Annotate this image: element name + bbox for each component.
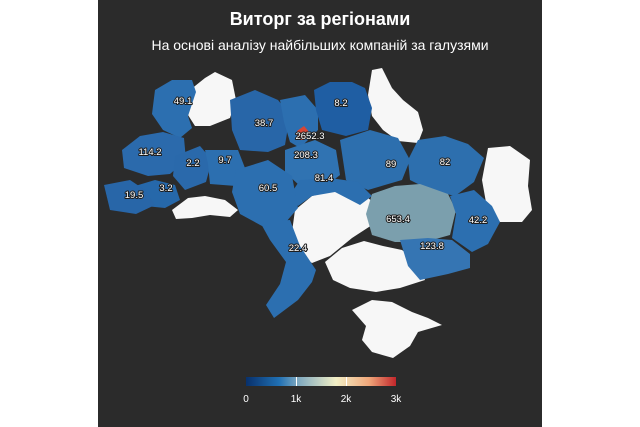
- region-shape: [173, 146, 212, 190]
- scale-tick-mark: [296, 377, 297, 386]
- region-value-label: 38.7: [255, 118, 274, 129]
- scale-tick-label: 1k: [290, 394, 302, 405]
- region-shape: [290, 178, 372, 206]
- color-scale-legend: 0 1k 2k 3k: [243, 377, 401, 407]
- region-value-label: 653.4: [386, 214, 410, 225]
- region-no-data: [352, 300, 442, 358]
- region-shape: [450, 190, 500, 252]
- color-scale-bar: [246, 377, 396, 386]
- region-value-label: 208.3: [294, 150, 318, 161]
- region-value-label: 19.5: [125, 190, 144, 201]
- region-value-label: 8.2: [334, 98, 347, 109]
- region-value-label: 82: [440, 157, 451, 168]
- scale-tick-label: 0: [243, 394, 249, 405]
- region-no-data: [325, 241, 425, 292]
- region-no-data: [188, 72, 236, 126]
- region-value-label: 49.1: [174, 96, 193, 107]
- data-regions: [104, 80, 500, 318]
- region-no-data: [172, 196, 238, 219]
- chart-title: Виторг за регіонами: [229, 9, 411, 29]
- ukraine-map: 49.1 38.7 2652.3 8.2 114.2 2.2 9.7 208.3 89 82 81.…: [104, 68, 532, 358]
- region-shape: [314, 82, 372, 136]
- region-shape: [408, 136, 484, 196]
- region-shape: [232, 160, 298, 226]
- region-no-data: [292, 190, 373, 263]
- region-value-label: 114.2: [138, 147, 161, 158]
- region-value-label: 2652.3: [295, 131, 324, 142]
- region-shape: [152, 80, 196, 138]
- region-value-label: 3.2: [159, 183, 172, 194]
- region-labels: 49.1 38.7 2652.3 8.2 114.2 2.2 9.7 208.3 89 82 81.…: [124, 95, 489, 255]
- region-shape: [285, 140, 340, 186]
- region-value-label: 60.5: [259, 183, 278, 194]
- kyiv-city: [297, 126, 310, 140]
- region-shape: [366, 184, 456, 242]
- no-data-regions: [172, 68, 532, 358]
- region-no-data: [482, 146, 532, 222]
- region-shape: [122, 132, 186, 176]
- region-no-data: [368, 68, 423, 143]
- region-value-label: 9.7: [218, 155, 231, 166]
- region-shape: [340, 130, 410, 190]
- region-value-label: 22.4: [289, 243, 308, 254]
- scale-tick-mark: [346, 377, 347, 386]
- region-value-label: 42.2: [469, 215, 488, 226]
- scale-tick-label: 2k: [340, 394, 352, 405]
- region-shape: [260, 220, 316, 318]
- region-shape: [400, 238, 470, 280]
- scale-tick-label: 3k: [390, 394, 402, 405]
- region-value-label: 123.8: [420, 241, 444, 252]
- region-shape: [230, 90, 290, 152]
- region-value-label: 2.2: [186, 158, 199, 169]
- chart-subtitle: На основі аналізу найбільших компаній за…: [151, 37, 489, 53]
- region-value-label: 81.4: [315, 173, 334, 184]
- region-value-label: 89: [386, 159, 397, 170]
- region-shape: [104, 180, 155, 214]
- map-card: Виторг за регіонами На основі аналізу на…: [98, 0, 542, 427]
